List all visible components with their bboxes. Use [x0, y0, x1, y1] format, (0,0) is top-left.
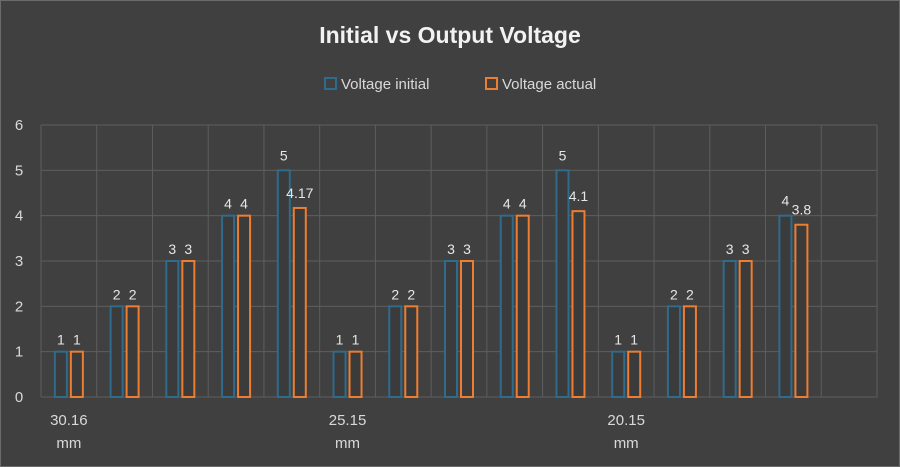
legend-label: Voltage initial	[341, 76, 429, 93]
bars	[53, 169, 809, 399]
data-label-actual: 1	[352, 332, 360, 348]
data-label-actual: 2	[129, 286, 137, 302]
bar-voltage-initial	[778, 214, 793, 398]
data-label-initial: 1	[57, 332, 65, 348]
data-label-actual: 3	[463, 241, 471, 257]
y-tick-label: 0	[15, 389, 23, 406]
data-label-actual: 4	[240, 196, 248, 212]
bar-voltage-initial	[499, 214, 514, 398]
y-tick-label: 5	[15, 162, 23, 179]
bar-voltage-initial	[555, 169, 570, 398]
bar-voltage-actual	[460, 260, 474, 398]
data-label-initial: 5	[280, 147, 288, 163]
gridlines	[40, 124, 878, 398]
bar-voltage-initial	[388, 305, 403, 399]
bar-voltage-initial	[53, 350, 68, 398]
legend: Voltage initial Voltage actual	[324, 76, 596, 93]
x-tick-unit: mm	[335, 435, 360, 452]
data-label-actual: 3	[742, 241, 750, 257]
y-tick-label: 1	[15, 344, 23, 361]
data-label-actual: 4.17	[286, 185, 313, 201]
bar-voltage-initial	[722, 260, 737, 398]
bar-voltage-actual	[515, 214, 530, 398]
data-label-initial: 2	[113, 286, 121, 302]
bar-voltage-initial	[444, 260, 458, 398]
data-label-initial: 3	[726, 241, 734, 257]
x-axis-labels: 30.16 mm 25.15 mm 20.15 mm	[50, 412, 645, 452]
bar-voltage-actual	[738, 260, 753, 398]
bar-voltage-initial	[276, 169, 291, 398]
data-label-actual: 3	[184, 241, 192, 257]
data-label-initial: 3	[447, 241, 455, 257]
bar-voltage-actual	[627, 350, 642, 398]
y-tick-label: 4	[15, 208, 23, 225]
data-label-initial: 1	[614, 332, 622, 348]
data-label-actual: 4	[519, 196, 527, 212]
data-label-actual: 4.1	[569, 188, 589, 204]
data-label-initial: 2	[670, 286, 678, 302]
bar-voltage-actual	[794, 223, 809, 398]
bar-voltage-initial	[109, 305, 124, 399]
data-label-initial: 4	[782, 193, 790, 209]
bar-voltage-actual	[181, 260, 196, 398]
data-label-initial: 1	[336, 332, 344, 348]
bar-voltage-initial	[221, 214, 236, 398]
bar-voltage-actual	[69, 350, 84, 398]
data-label-initial: 4	[224, 196, 232, 212]
data-label-initial: 3	[168, 241, 176, 257]
x-tick-label: 30.16	[50, 412, 88, 429]
bar-voltage-actual	[125, 305, 140, 399]
bar-voltage-actual	[682, 305, 697, 399]
data-label-initial: 2	[391, 286, 399, 302]
x-tick-label: 20.15	[607, 412, 645, 429]
y-tick-label: 3	[15, 253, 23, 270]
y-tick-label: 2	[15, 298, 23, 315]
legend-swatch	[485, 77, 498, 90]
x-tick-unit: mm	[614, 435, 639, 452]
data-label-initial: 5	[559, 147, 567, 163]
data-labels: 1 12 23 34 454.171 12 23 34 454.11 12 23 343.8	[57, 147, 811, 347]
y-axis-ticks: 0 1 2 3 4 5 6	[15, 117, 23, 406]
data-label-actual: 1	[630, 332, 638, 348]
bar-voltage-initial	[332, 350, 347, 398]
bar-voltage-actual	[292, 206, 307, 398]
bar-voltage-initial	[666, 305, 681, 399]
y-tick-label: 6	[15, 117, 23, 134]
bar-voltage-actual	[237, 214, 252, 398]
bar-voltage-initial	[165, 260, 180, 398]
data-label-actual: 2	[686, 286, 694, 302]
bar-voltage-actual	[404, 305, 419, 399]
x-tick-unit: mm	[56, 435, 81, 452]
legend-label: Voltage actual	[502, 76, 596, 93]
bar-voltage-initial	[611, 350, 626, 398]
bar-voltage-actual	[348, 350, 363, 398]
bar-voltage-actual	[571, 210, 586, 398]
data-label-initial: 4	[503, 196, 511, 212]
legend-swatch	[324, 77, 337, 90]
x-tick-label: 25.15	[329, 412, 367, 429]
data-label-actual: 3.8	[792, 202, 812, 218]
data-label-actual: 2	[407, 286, 415, 302]
data-label-actual: 1	[73, 332, 81, 348]
chart-title: Initial vs Output Voltage	[319, 22, 581, 48]
